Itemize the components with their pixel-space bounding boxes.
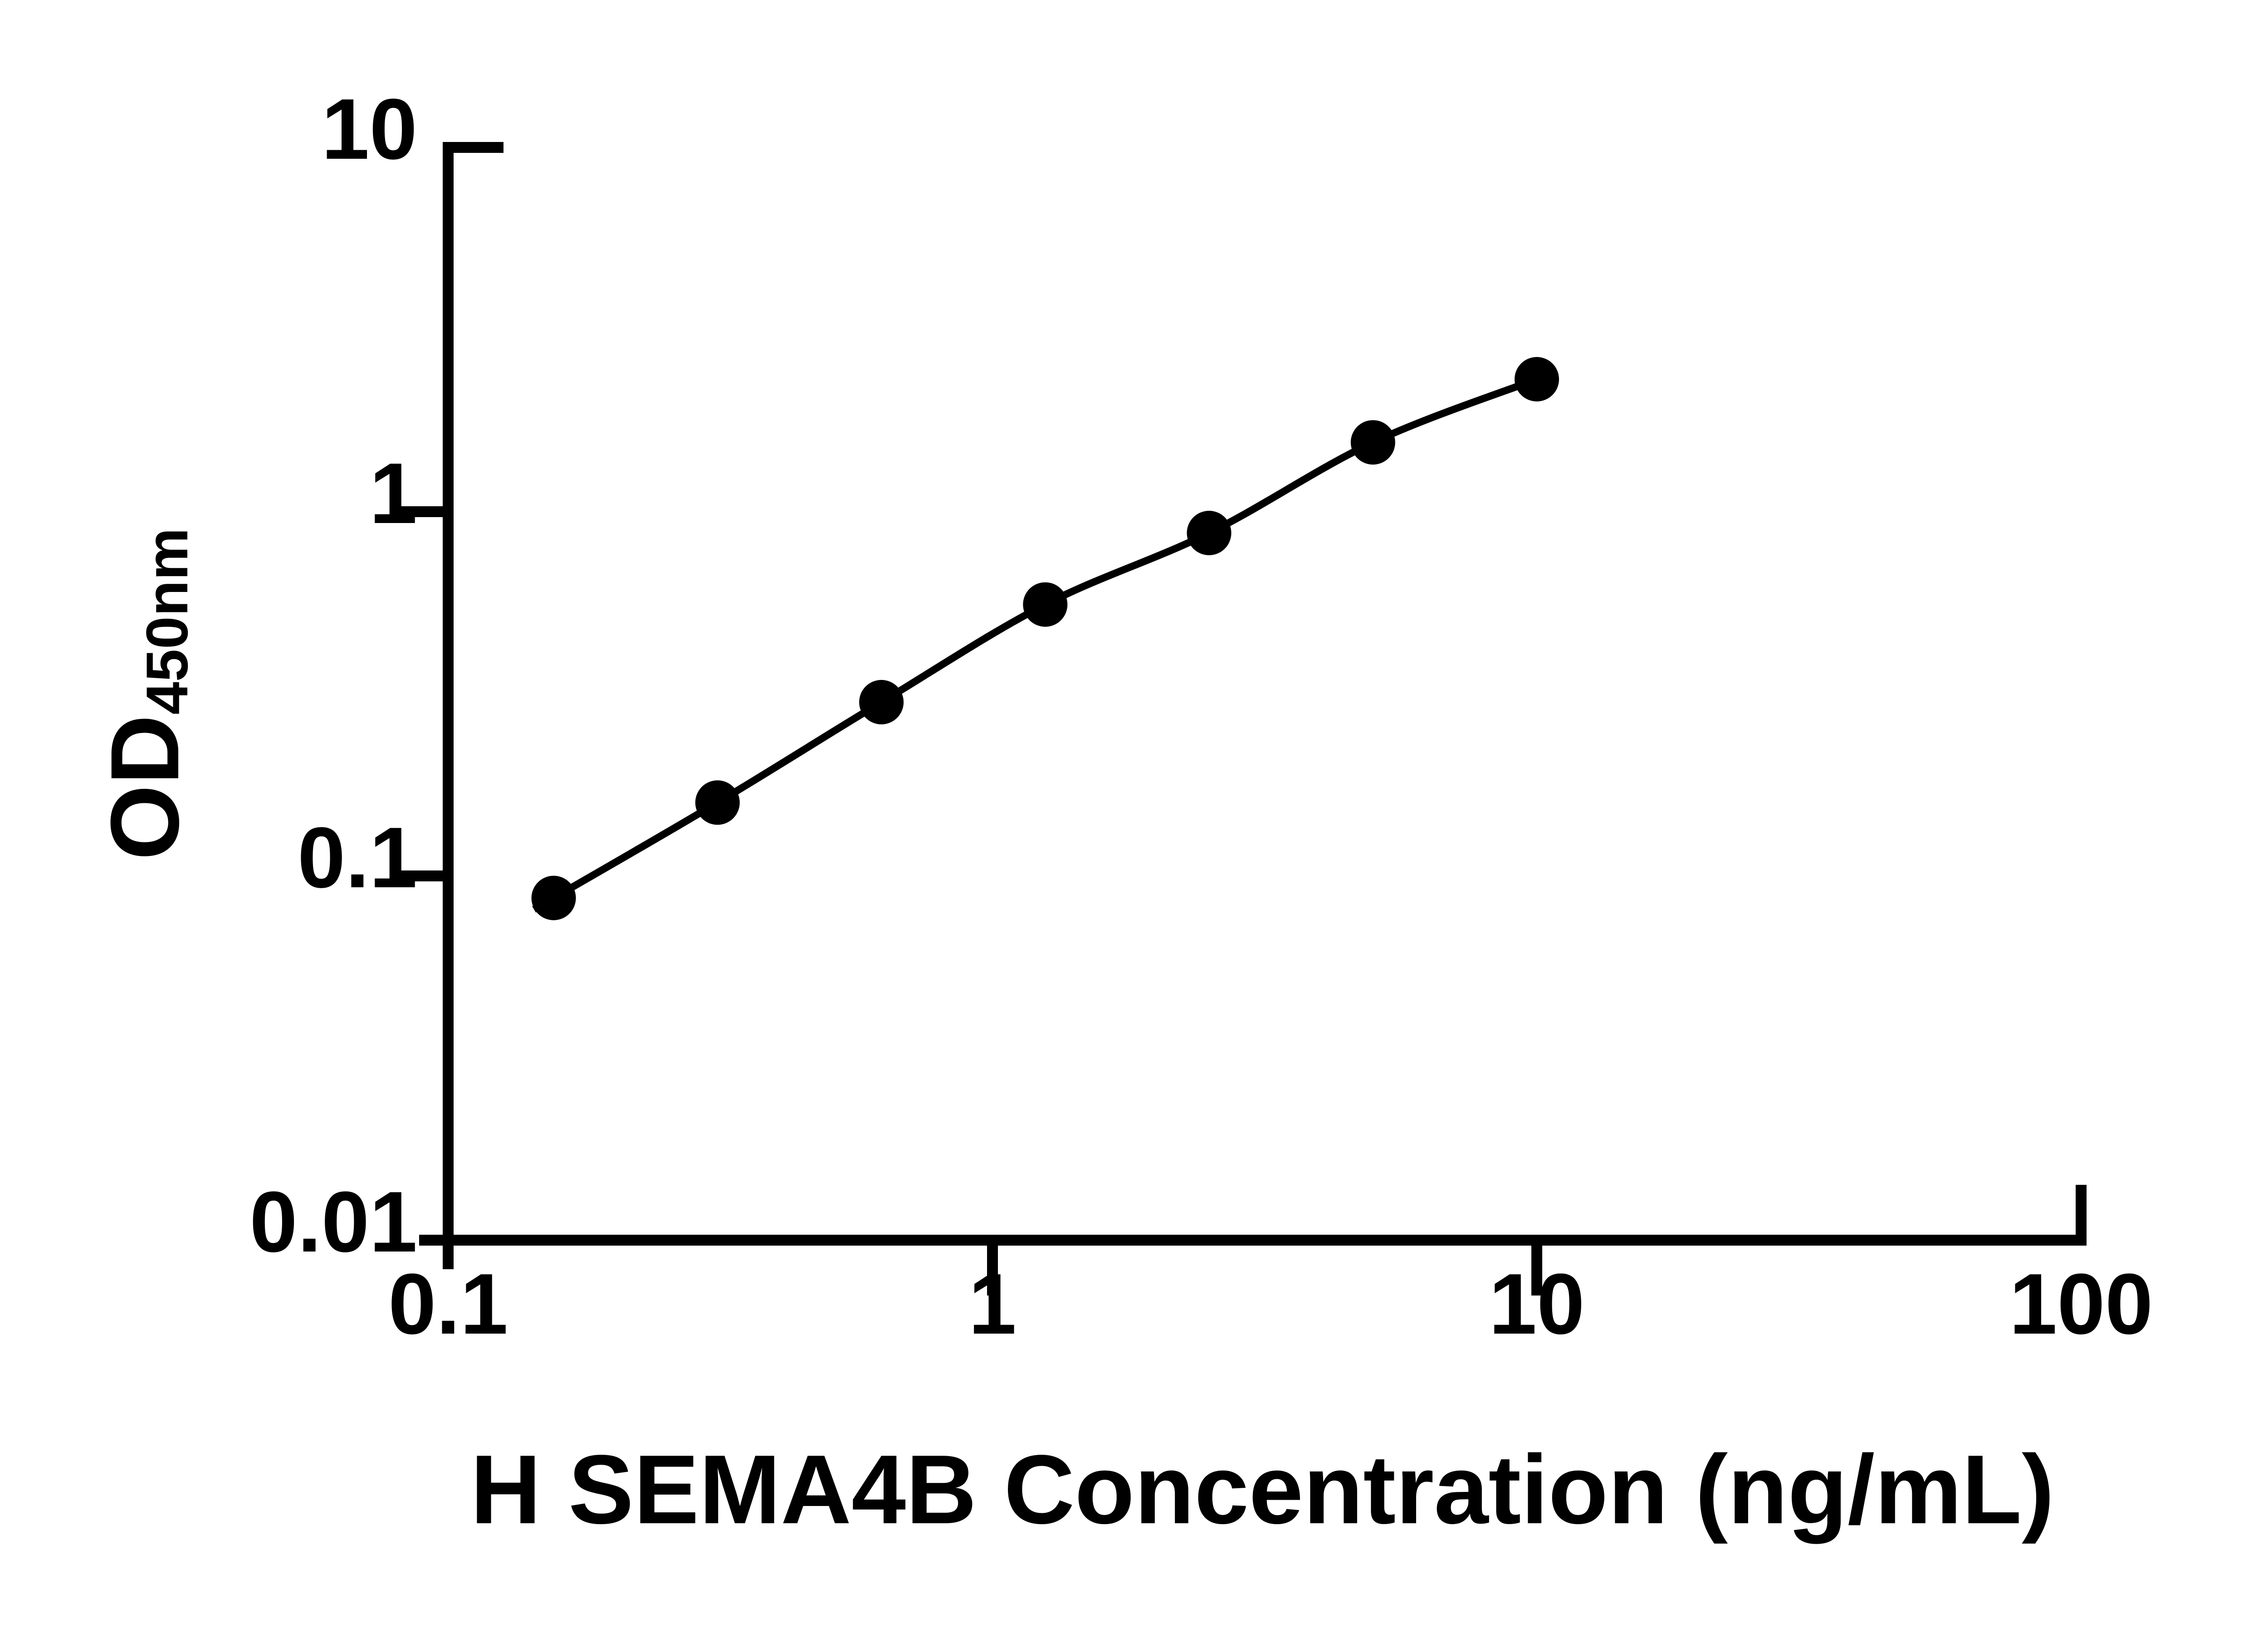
svg-text:OD450nm: OD450nm (91, 528, 200, 861)
svg-text:0.1: 0.1 (388, 1256, 508, 1352)
svg-text:1: 1 (968, 1256, 1017, 1352)
svg-text:1: 1 (369, 445, 417, 542)
svg-text:100: 100 (2009, 1256, 2153, 1352)
svg-text:0.1: 0.1 (298, 810, 417, 906)
svg-text:10: 10 (1489, 1256, 1584, 1352)
svg-text:10: 10 (322, 81, 417, 177)
svg-text:H SEMA4B Concentration (ng/mL): H SEMA4B Concentration (ng/mL) (470, 1434, 2054, 1544)
